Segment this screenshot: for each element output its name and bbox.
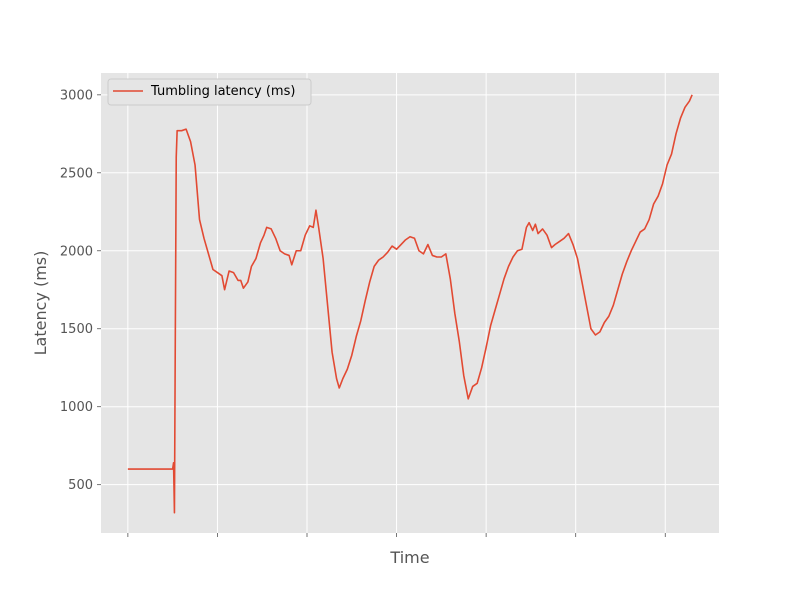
y-tick-label: 3000	[60, 88, 93, 103]
x-gridlines	[127, 73, 666, 533]
y-tick-label: 2500	[60, 166, 93, 181]
series-layer	[127, 94, 693, 514]
y-tick-label: 500	[68, 478, 93, 493]
y-tick-label: 1000	[60, 400, 93, 415]
y-tick-label: 2000	[60, 244, 93, 259]
series-line	[127, 94, 693, 514]
legend-label: Tumbling latency (ms)	[150, 84, 295, 99]
y-axis-ticks: 500 1000 1500 2000 2500 3000	[60, 88, 101, 493]
x-axis-label: Time	[389, 548, 429, 567]
y-axis-label: Latency (ms)	[31, 251, 50, 356]
legend: Tumbling latency (ms)	[107, 78, 312, 106]
x-axis-ticks	[127, 533, 666, 537]
plot-area	[101, 73, 719, 533]
legend-box	[107, 78, 312, 106]
y-tick-label: 1500	[60, 322, 93, 337]
